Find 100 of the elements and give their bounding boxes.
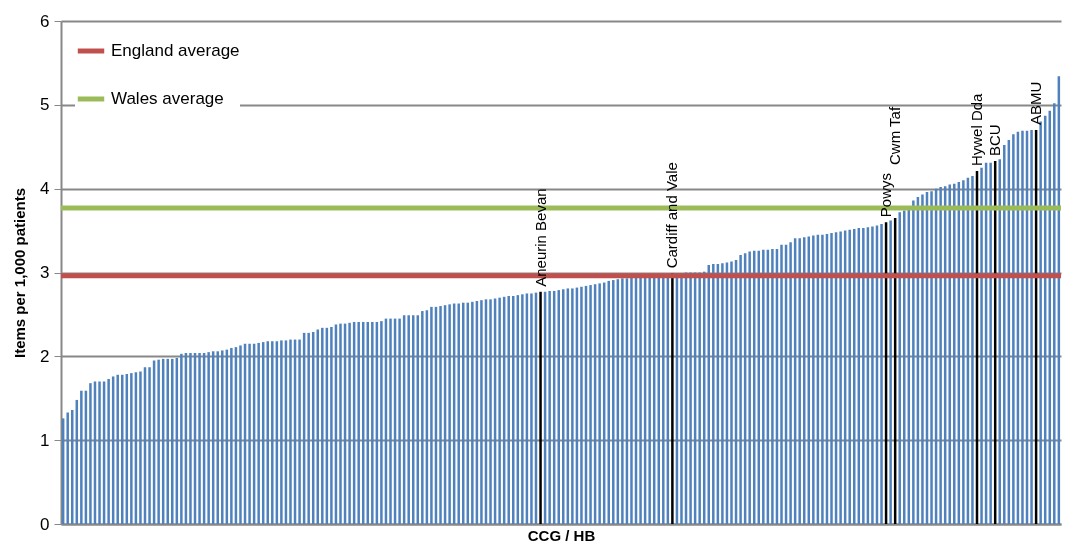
bar <box>821 234 824 524</box>
legend-label: Wales average <box>111 89 224 108</box>
y-tick-label: 4 <box>40 179 50 199</box>
bar <box>430 306 433 524</box>
bar <box>780 244 783 524</box>
bar <box>1003 145 1006 524</box>
bar <box>489 299 492 524</box>
bar <box>230 347 233 524</box>
x-tick-label: Aneurin Bevan <box>531 188 549 287</box>
y-tick-label: 0 <box>40 514 50 534</box>
y-tick-label: 1 <box>40 430 50 450</box>
bar <box>157 359 160 524</box>
bar <box>321 327 324 524</box>
bar <box>1030 129 1033 524</box>
y-tick-label: 6 <box>40 11 50 31</box>
bar <box>953 183 956 524</box>
bar <box>216 351 219 524</box>
bar <box>871 226 874 524</box>
bar <box>339 323 342 524</box>
bar <box>589 285 592 524</box>
bar <box>280 340 283 524</box>
bar <box>398 318 401 524</box>
y-tick-label: 2 <box>40 346 50 366</box>
bar <box>898 212 901 524</box>
bar <box>921 194 924 524</box>
bar <box>962 180 965 524</box>
legend-label: England average <box>111 41 240 60</box>
bar <box>80 390 83 524</box>
bar <box>657 275 660 524</box>
bar <box>607 280 610 524</box>
bar <box>471 301 474 524</box>
bar <box>121 374 124 524</box>
bar <box>839 231 842 524</box>
bar <box>548 290 551 524</box>
bar <box>848 229 851 524</box>
bar <box>630 277 633 524</box>
bar <box>380 321 383 524</box>
bar <box>598 283 601 524</box>
bar <box>712 264 715 524</box>
bar <box>912 200 915 524</box>
bar <box>571 288 574 524</box>
bar <box>562 289 565 524</box>
bar <box>948 184 951 524</box>
bar <box>248 343 251 524</box>
bar <box>889 220 892 524</box>
bar <box>89 383 92 524</box>
bar <box>521 294 524 524</box>
bar <box>1039 121 1042 524</box>
bar <box>812 235 815 524</box>
x-tick-label: Cardiff and Vale <box>663 162 681 269</box>
bar <box>621 278 624 524</box>
bar <box>789 242 792 524</box>
bar <box>748 251 751 524</box>
bar <box>762 249 765 524</box>
bar <box>239 345 242 524</box>
bar <box>180 353 183 524</box>
bar <box>289 339 292 524</box>
x-tick-label: Cwm Taf <box>886 106 904 166</box>
bar <box>612 280 615 524</box>
bar <box>130 373 133 524</box>
bar <box>507 295 510 524</box>
bar <box>448 304 451 524</box>
bar <box>207 352 210 524</box>
bar <box>257 342 260 524</box>
bar <box>148 367 151 524</box>
bar <box>739 254 742 524</box>
bar <box>439 306 442 524</box>
bar <box>480 300 483 524</box>
bar <box>139 371 142 524</box>
x-tick-label: ABMU <box>1027 81 1045 125</box>
bar <box>1048 110 1051 524</box>
bar <box>198 352 201 524</box>
y-axis-title: Items per 1,000 patients <box>11 187 29 359</box>
y-tick-label: 3 <box>40 263 50 282</box>
bar <box>557 290 560 524</box>
bar <box>330 326 333 524</box>
y-tick-label: 5 <box>40 95 50 115</box>
bar <box>639 276 642 524</box>
bar <box>166 358 169 524</box>
bar <box>830 233 833 524</box>
x-axis-title: CCG / HB <box>527 526 596 544</box>
bar <box>721 263 724 524</box>
bar <box>530 293 533 524</box>
bar <box>498 297 501 524</box>
bar <box>998 159 1001 524</box>
bar <box>930 191 933 524</box>
bar <box>971 176 974 524</box>
bar <box>862 228 865 524</box>
bar <box>116 374 119 524</box>
bar <box>107 378 110 524</box>
bar <box>98 381 101 524</box>
bar <box>903 210 906 524</box>
bar <box>371 321 374 524</box>
bar <box>580 286 583 524</box>
bar <box>171 358 174 524</box>
bar <box>1012 134 1015 524</box>
bar <box>539 291 542 524</box>
bar <box>271 341 274 524</box>
bar <box>348 322 351 524</box>
bar <box>66 412 69 524</box>
